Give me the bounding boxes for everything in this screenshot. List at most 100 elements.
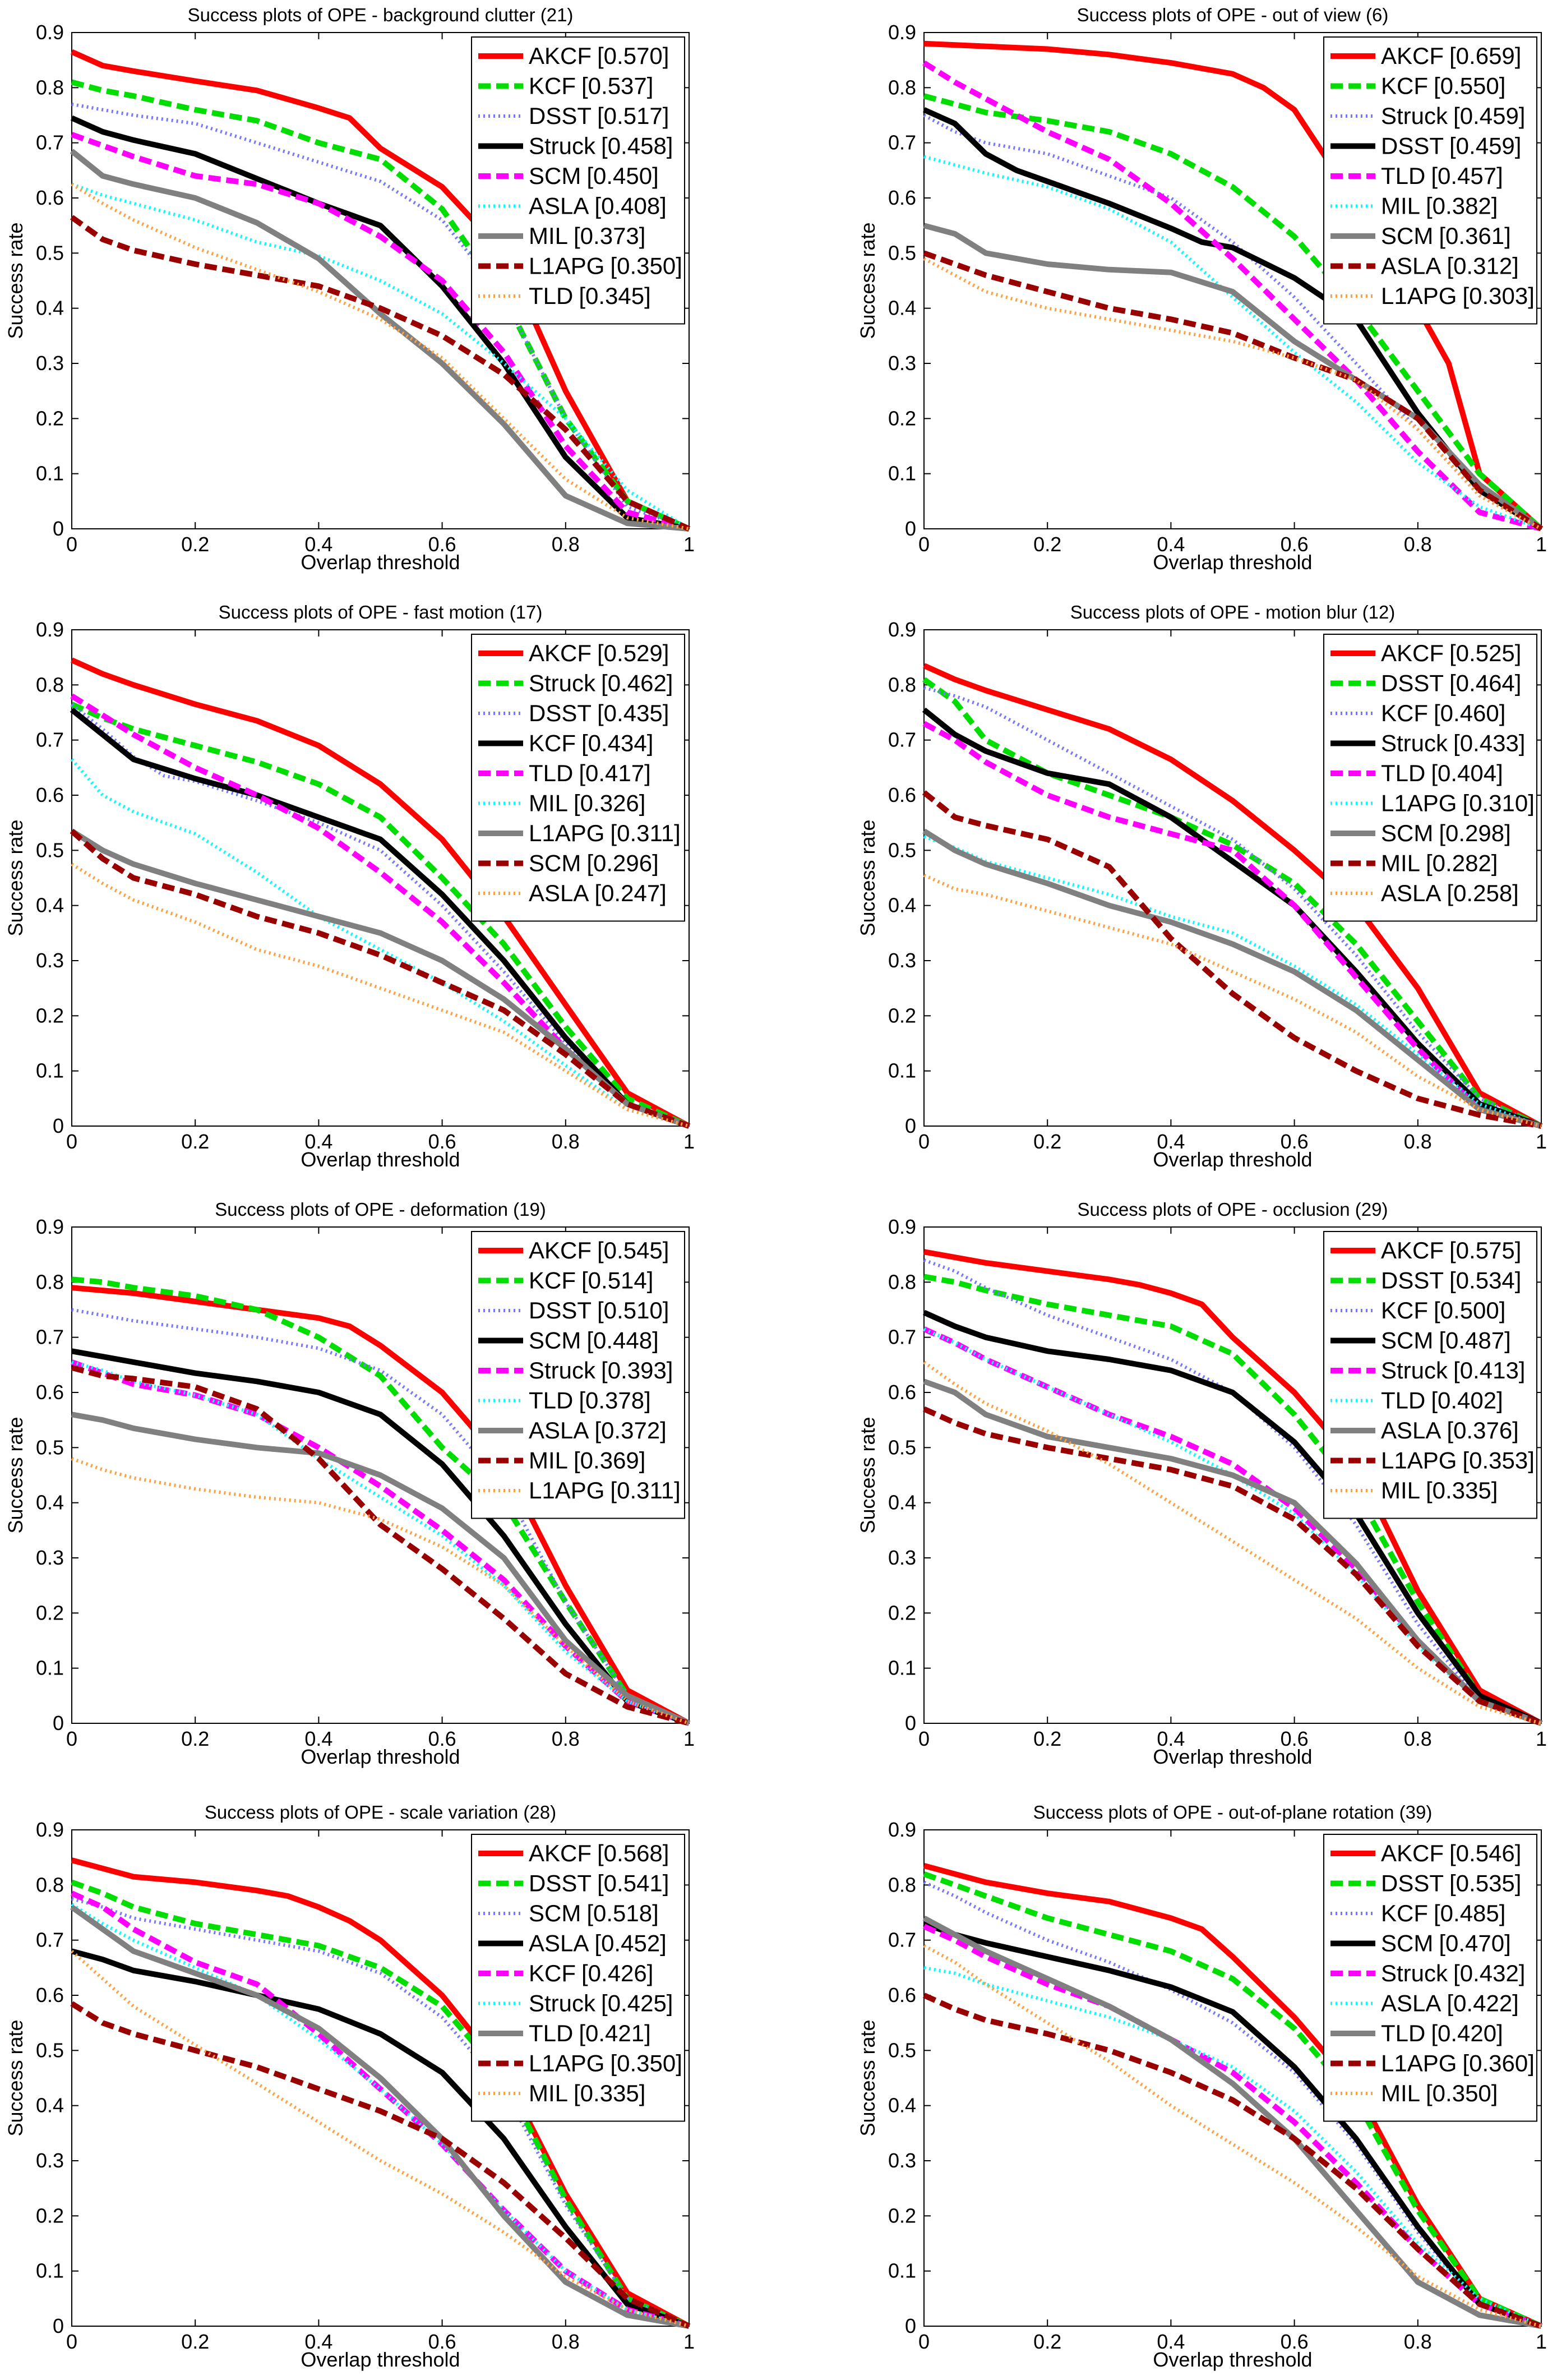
legend-score: [0.369] [574,1447,645,1474]
y-tick-label: 0 [905,1712,916,1735]
y-tick-label: 0.8 [888,1873,916,1896]
series-line-scm [71,1348,690,1726]
legend-entry: KCF [0.485] [1381,1900,1505,1926]
legend: AKCF [0.659]KCF [0.550]Struck [0.459]DSST [0… [1323,36,1537,325]
legend-entry: MIL [0.335] [529,2080,645,2106]
legend-score: [0.434] [581,730,653,757]
y-tick-label: 0.6 [36,1984,64,2007]
plot-title: Success plots of OPE - fast motion (17) [219,602,543,622]
legend-name: AKCF [1381,640,1444,666]
legend-name: DSST [1381,1267,1444,1294]
legend-score: [0.335] [574,2080,645,2106]
legend-name: L1APG [1381,790,1457,817]
legend-score: [0.376] [1447,1417,1518,1443]
legend-score: [0.529] [597,640,669,666]
legend-score: [0.575] [1449,1237,1521,1263]
x-tick-label: 0 [918,1130,930,1153]
y-tick-label: 0.8 [36,673,64,696]
legend-entry: Struck [0.458] [529,133,673,159]
series-line-asla [923,1966,1542,2328]
legend-name: SCM [1381,820,1433,846]
y-tick-label: 0.4 [888,1491,916,1514]
legend-entry: MIL [0.350] [1381,2080,1498,2106]
y-tick-label: 0.2 [888,2204,916,2227]
legend-name: SCM [1381,223,1433,249]
legend-name: MIL [529,2080,568,2106]
x-tick-label: 0.2 [1033,2330,1061,2353]
legend-name: AKCF [529,43,592,69]
legend-name: KCF [1381,1297,1428,1323]
x-tick-label: 0.2 [1033,533,1061,556]
legend-score: [0.408] [594,193,666,219]
legend-entry: SCM [0.470] [1381,1930,1511,1957]
legend-entry: L1APG [0.360] [1381,2050,1535,2077]
legend-entry: L1APG [0.350] [529,253,682,279]
legend-name: L1APG [529,253,604,279]
x-axis-label: Overlap threshold [301,551,460,574]
series-line-dsst [71,1308,690,1725]
legend-entry: Struck [0.433] [1381,730,1525,757]
series-line-dsst [923,1274,1543,1726]
legend-entry: SCM [0.361] [1381,223,1511,249]
legend-entry: L1APG [0.303] [1381,283,1535,309]
legend-entry: ASLA [0.452] [529,1930,667,1957]
series-line-akcf [922,663,1543,1129]
plot-title: Success plots of OPE - occlusion (29) [1078,1199,1388,1220]
legend-score: [0.570] [597,43,669,69]
legend-name: TLD [1381,1387,1425,1414]
legend-entry: KCF [0.550] [1381,73,1505,99]
x-tick-label: 0.2 [181,1727,209,1750]
x-tick-label: 0.4 [1157,1130,1185,1153]
plot-title: Success plots of OPE - motion blur (12) [1070,602,1396,622]
legend-score: [0.312] [1447,253,1518,279]
legend-score: [0.402] [1431,1387,1503,1414]
series-line-struck [70,115,690,532]
y-axis-label: Success rate [4,1417,27,1533]
legend-entry: ASLA [0.247] [529,880,667,906]
y-tick-label: 0.1 [888,462,916,485]
legend-score: [0.518] [586,1900,658,1926]
y-tick-label: 0.8 [36,1873,64,1896]
y-tick-label: 0.5 [36,241,64,264]
x-tick-label: 0.8 [552,533,580,556]
y-axis-label: Success rate [856,2019,879,2136]
x-tick-label: 0.2 [181,533,209,556]
legend-score: [0.421] [579,2020,650,2046]
legend-score: [0.350] [1426,2080,1498,2106]
legend-name: Struck [1381,730,1448,757]
y-tick-label: 0.3 [36,949,64,972]
y-tick-label: 0.9 [36,1215,64,1238]
legend-name: KCF [1381,700,1428,726]
x-tick-label: 0.6 [428,1727,456,1750]
series-line-dsst [922,677,1543,1129]
legend-name: TLD [529,283,573,309]
legend-entry: DSST [0.435] [529,700,669,726]
x-axis-label: Overlap threshold [301,1745,460,1768]
x-tick-label: 0 [66,533,77,556]
legend-name: DSST [1381,670,1444,697]
legend-name: L1APG [1381,2050,1457,2077]
legend-score: [0.258] [1447,880,1518,906]
y-tick-label: 0.3 [888,949,916,972]
legend-name: AKCF [1381,43,1444,69]
y-tick-label: 0.2 [36,1004,64,1027]
legend-name: MIL [1381,1477,1420,1503]
legend-entry: AKCF [0.570] [529,43,669,69]
y-tick-label: 0.3 [888,2149,916,2172]
plot-title: Success plots of OPE - background clutte… [188,4,574,25]
legend-entry: SCM [0.448] [529,1327,659,1354]
legend: AKCF [0.568]DSST [0.541]SCM [0.518]ASLA [0.4… [471,1834,685,2122]
legend-score: [0.457] [1431,163,1503,189]
legend-name: Struck [529,670,596,697]
legend-entry: SCM [0.298] [1381,820,1511,846]
legend-entry: DSST [0.541] [529,1870,669,1897]
legend-entry: SCM [0.518] [529,1900,659,1926]
legend-name: KCF [529,73,576,99]
legend-score: [0.459] [1453,103,1525,129]
series-line-scm [70,829,690,1129]
legend-score: [0.311] [610,1477,680,1503]
y-tick-label: 0.8 [888,76,916,99]
legend-entry: ASLA [0.258] [1381,880,1519,906]
legend-score: [0.450] [586,163,658,189]
